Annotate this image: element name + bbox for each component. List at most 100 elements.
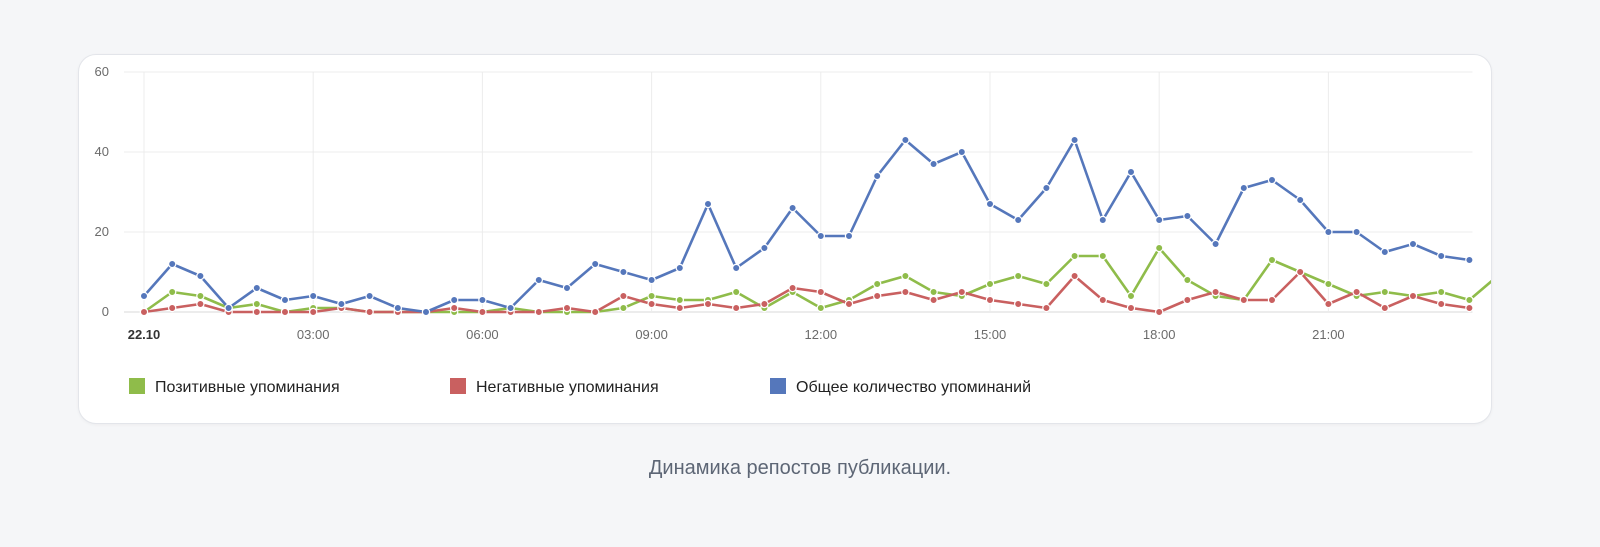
- series-point-3: [1042, 183, 1051, 193]
- y-tick-label: 40: [95, 144, 109, 159]
- series-point-2: [450, 303, 459, 313]
- x-tick-label: 03:00: [297, 327, 330, 342]
- y-tick-label: 0: [102, 304, 109, 319]
- series-point-3: [647, 275, 656, 285]
- series-point-2: [844, 299, 854, 309]
- series-point-3: [929, 159, 938, 169]
- x-tick-label: 15:00: [974, 327, 1007, 342]
- series-point-2: [619, 291, 628, 301]
- series-point-2: [562, 303, 572, 313]
- series-point-2: [1042, 303, 1051, 313]
- series-point-1: [1267, 255, 1277, 265]
- series-point-1: [1042, 279, 1051, 289]
- series-point-1: [647, 291, 656, 301]
- series-point-2: [929, 295, 938, 305]
- series-point-1: [1154, 243, 1164, 253]
- series-point-1: [1070, 251, 1079, 261]
- series-point-1: [1436, 287, 1446, 297]
- series-point-3: [1408, 239, 1418, 249]
- series-point-2: [760, 299, 769, 309]
- legend-label-2: Негативные упоминания: [476, 379, 659, 396]
- series-point-3: [139, 291, 149, 301]
- series-point-3: [308, 291, 318, 301]
- series-point-2: [1267, 295, 1277, 305]
- series-point-3: [1436, 251, 1446, 261]
- series-point-3: [252, 283, 261, 293]
- series-point-2: [1324, 299, 1333, 309]
- series-point-3: [619, 267, 628, 277]
- series-point-3: [957, 147, 967, 157]
- y-tick-label: 20: [95, 224, 109, 239]
- series-point-2: [816, 287, 826, 297]
- x-tick-label: 18:00: [1143, 327, 1176, 342]
- series-point-3: [421, 307, 431, 317]
- series-point-3: [844, 231, 854, 241]
- x-tick-label: 06:00: [466, 327, 499, 342]
- series-point-2: [957, 287, 967, 297]
- series-point-2: [1070, 271, 1079, 281]
- series-point-1: [929, 287, 938, 297]
- series-point-3: [478, 295, 487, 305]
- legend-label-3: Общее количество упоминаний: [796, 379, 1031, 396]
- series-point-1: [816, 303, 826, 313]
- series-point-1: [1465, 295, 1474, 305]
- series-point-1: [1324, 279, 1333, 289]
- series-point-3: [337, 299, 346, 309]
- legend-swatch-3: [770, 378, 786, 394]
- series-point-1: [873, 279, 882, 289]
- y-tick-label: 60: [95, 64, 109, 79]
- line-chart: 0 20 40 60 22.10 03:00 06:00 09:00 12:00 15:00 18:…: [95, 64, 1491, 396]
- series-point-2: [1211, 287, 1220, 297]
- series-point-2: [534, 307, 543, 317]
- series-point-3: [1211, 239, 1220, 249]
- series-point-3: [1154, 215, 1164, 225]
- series-point-2: [1014, 299, 1023, 309]
- series-point-1: [252, 299, 261, 309]
- series-point-3: [506, 303, 515, 313]
- series-point-3: [1014, 215, 1023, 225]
- series-point-3: [1239, 183, 1249, 193]
- legend-swatch-1: [129, 378, 145, 394]
- series-point-2: [365, 307, 374, 317]
- series-point-1: [1380, 287, 1390, 297]
- series-point-3: [1295, 195, 1305, 205]
- series-point-2: [703, 299, 713, 309]
- series-point-2: [873, 291, 882, 301]
- series-point-3: [1126, 167, 1136, 177]
- series-point-1: [167, 287, 177, 297]
- series-point-3: [901, 135, 910, 145]
- x-tick-label: 09:00: [635, 327, 668, 342]
- series-point-3: [1324, 227, 1333, 237]
- x-tick-label: 21:00: [1312, 327, 1345, 342]
- chart-card: 0 20 40 60 22.10 03:00 06:00 09:00 12:00 15:00 18:…: [78, 54, 1492, 424]
- series-point-2: [1408, 291, 1418, 301]
- series-point-3: [732, 263, 741, 273]
- series-point-2: [1098, 295, 1108, 305]
- series-line-3: [143, 138, 1470, 314]
- series-point-2: [252, 307, 261, 317]
- series-point-3: [365, 291, 374, 301]
- series-point-3: [450, 295, 459, 305]
- series-point-2: [196, 299, 205, 309]
- series-point-2: [647, 299, 656, 309]
- series-point-1: [901, 271, 910, 281]
- series-point-3: [873, 171, 882, 181]
- series-point-1: [196, 291, 205, 301]
- series-point-2: [1239, 295, 1249, 305]
- series-point-3: [167, 259, 177, 269]
- series-point-3: [562, 283, 572, 293]
- series-point-2: [1295, 267, 1305, 277]
- legend-label-1: Позитивные упоминания: [155, 379, 340, 396]
- series-point-3: [1465, 255, 1474, 265]
- series-point-3: [393, 303, 402, 313]
- series-point-1: [1098, 251, 1108, 261]
- series-point-3: [1352, 227, 1361, 237]
- series-point-3: [224, 303, 233, 313]
- series-point-3: [760, 243, 769, 253]
- series-point-3: [788, 203, 797, 213]
- series-point-2: [167, 303, 177, 313]
- series-point-2: [1380, 303, 1390, 313]
- series-point-2: [788, 283, 797, 293]
- series-point-2: [1465, 303, 1474, 313]
- series-point-2: [1154, 307, 1164, 317]
